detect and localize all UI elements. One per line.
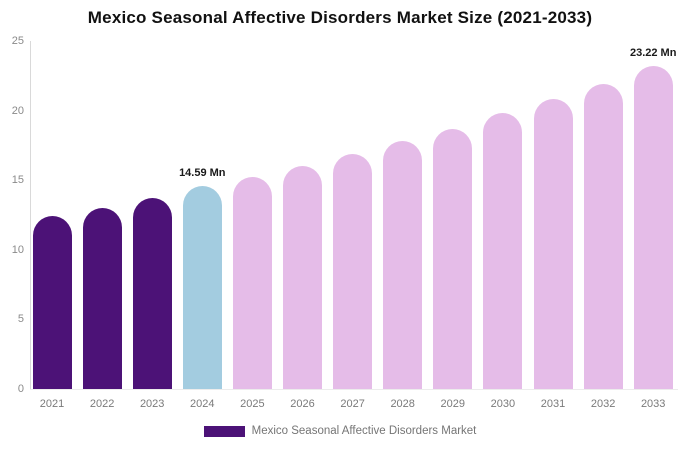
x-tick-label-2030: 2030	[490, 398, 516, 410]
x-tick-label-2032: 2032	[590, 398, 616, 410]
x-tick-label-2029: 2029	[440, 398, 466, 410]
y-tick-label-0: 0	[17, 383, 24, 395]
x-tick-label-2033: 2033	[640, 398, 666, 410]
x-tick-label-2025: 2025	[240, 398, 265, 410]
y-tick-label-20: 20	[11, 104, 24, 117]
bar-2031	[533, 99, 573, 389]
bar-2027	[333, 153, 373, 389]
bar-2024	[182, 185, 222, 389]
x-tick-label-2023: 2023	[139, 398, 165, 410]
bar-2025	[232, 177, 272, 389]
x-tick-label-2027: 2027	[340, 398, 365, 410]
bar-2021	[32, 216, 72, 389]
y-tick-label-15: 15	[11, 174, 24, 187]
bar-2028	[383, 141, 423, 389]
bar-2026	[283, 166, 322, 389]
y-axis-line	[30, 41, 31, 390]
legend: Mexico Seasonal Affective Disorders Mark…	[0, 425, 680, 437]
x-tick-label-2024: 2024	[190, 398, 215, 410]
x-tick-label-2021: 2021	[39, 398, 65, 410]
bar-2032	[583, 84, 623, 389]
legend-label: Mexico Seasonal Affective Disorders Mark…	[251, 425, 477, 437]
x-tick-label-2022: 2022	[89, 398, 115, 410]
legend-swatch-icon	[203, 425, 245, 437]
y-tick-label-10: 10	[11, 243, 24, 256]
x-tick-label-2031: 2031	[540, 398, 566, 410]
y-tick-label-5: 5	[17, 313, 24, 326]
value-label-2024: 14.59 Mn	[179, 166, 226, 179]
bar-2022	[82, 208, 122, 389]
x-axis-baseline	[30, 389, 678, 390]
bar-2030	[483, 113, 523, 389]
bar-2023	[132, 198, 172, 389]
value-label-2033: 23.22 Mn	[629, 46, 677, 59]
y-tick-label-25: 25	[11, 35, 24, 47]
x-tick-label-2026: 2026	[290, 398, 315, 410]
bar-2029	[433, 128, 473, 389]
x-tick-label-2028: 2028	[390, 398, 415, 410]
bar-2033	[633, 65, 673, 389]
chart-title: Mexico Seasonal Affective Disorders Mark…	[87, 8, 593, 27]
